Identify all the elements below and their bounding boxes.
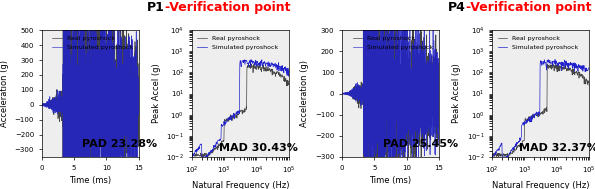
Simulated pyroshock	[548, 62, 555, 64]
Simulated pyroshock	[246, 60, 253, 63]
Real pyroshock	[546, 65, 553, 68]
Real pyroshock	[277, 75, 284, 77]
Line: Real pyroshock: Real pyroshock	[192, 64, 289, 157]
Y-axis label: Peak Accel (g): Peak Accel (g)	[452, 64, 461, 123]
Real pyroshock	[248, 65, 255, 67]
Simulated pyroshock	[433, 125, 440, 128]
Real pyroshock	[339, 92, 346, 94]
Real pyroshock	[386, 39, 393, 42]
Real pyroshock	[585, 84, 593, 87]
Text: P1: P1	[148, 1, 165, 14]
Real pyroshock	[571, 71, 578, 73]
Simulated pyroshock	[436, 145, 443, 147]
Simulated pyroshock	[135, 81, 142, 83]
Simulated pyroshock	[246, 62, 253, 64]
Text: MAD 30.43%: MAD 30.43%	[219, 143, 298, 153]
Real pyroshock	[343, 92, 350, 95]
Text: P4: P4	[447, 1, 465, 14]
Real pyroshock	[135, 63, 142, 65]
Simulated pyroshock	[489, 156, 496, 158]
Line: Real pyroshock: Real pyroshock	[342, 0, 439, 189]
Simulated pyroshock	[585, 67, 593, 69]
X-axis label: Natural Frequency (Hz): Natural Frequency (Hz)	[492, 181, 590, 189]
Real pyroshock	[246, 66, 253, 68]
Simulated pyroshock	[270, 63, 277, 65]
Simulated pyroshock	[43, 105, 50, 107]
Real pyroshock	[188, 155, 195, 157]
Text: PAD 23.28%: PAD 23.28%	[82, 139, 158, 149]
Real pyroshock	[132, 75, 139, 77]
Line: Simulated pyroshock: Simulated pyroshock	[342, 0, 439, 189]
Real pyroshock	[85, 30, 92, 32]
Simulated pyroshock	[488, 155, 496, 158]
Simulated pyroshock	[188, 156, 195, 158]
Line: Simulated pyroshock: Simulated pyroshock	[492, 59, 589, 157]
Real pyroshock	[554, 63, 561, 65]
Real pyroshock	[285, 82, 292, 85]
Simulated pyroshock	[285, 67, 292, 70]
Real pyroshock	[548, 68, 555, 70]
Legend: Real pyroshock, Simulated pyroshock: Real pyroshock, Simulated pyroshock	[350, 33, 436, 52]
Simulated pyroshock	[433, 64, 440, 67]
Simulated pyroshock	[83, 115, 90, 117]
Simulated pyroshock	[38, 104, 45, 106]
Line: Simulated pyroshock: Simulated pyroshock	[42, 0, 139, 189]
Simulated pyroshock	[248, 58, 255, 61]
Real pyroshock	[415, 99, 422, 101]
Simulated pyroshock	[577, 67, 584, 70]
Real pyroshock	[83, 133, 90, 135]
Simulated pyroshock	[489, 156, 496, 158]
Real pyroshock	[248, 63, 255, 65]
Line: Real pyroshock: Real pyroshock	[42, 0, 139, 189]
Real pyroshock	[577, 74, 584, 76]
Text: -Verification point: -Verification point	[165, 1, 291, 14]
Simulated pyroshock	[415, 82, 422, 84]
Real pyroshock	[200, 156, 207, 158]
Real pyroshock	[547, 64, 554, 66]
Simulated pyroshock	[85, 58, 92, 60]
Y-axis label: Peak Accel (g): Peak Accel (g)	[152, 64, 161, 123]
Simulated pyroshock	[189, 156, 196, 158]
Line: Real pyroshock: Real pyroshock	[492, 64, 589, 157]
Simulated pyroshock	[248, 60, 255, 63]
Text: MAD 32.37%: MAD 32.37%	[519, 143, 595, 153]
X-axis label: Natural Frequency (Hz): Natural Frequency (Hz)	[192, 181, 289, 189]
Simulated pyroshock	[339, 92, 346, 95]
Real pyroshock	[114, 79, 121, 81]
Legend: Real pyroshock, Simulated pyroshock: Real pyroshock, Simulated pyroshock	[195, 33, 281, 52]
Simulated pyroshock	[552, 58, 559, 60]
Real pyroshock	[43, 103, 50, 105]
Simulated pyroshock	[114, 92, 121, 94]
Real pyroshock	[271, 70, 278, 73]
Real pyroshock	[488, 155, 496, 158]
Simulated pyroshock	[386, 114, 393, 117]
Line: Simulated pyroshock: Simulated pyroshock	[192, 60, 289, 157]
Simulated pyroshock	[132, 138, 139, 140]
Real pyroshock	[132, 171, 139, 173]
Real pyroshock	[189, 152, 196, 155]
Real pyroshock	[433, 99, 440, 101]
Simulated pyroshock	[277, 65, 284, 68]
Simulated pyroshock	[343, 92, 350, 94]
Simulated pyroshock	[383, 81, 390, 83]
Real pyroshock	[436, 88, 443, 90]
Y-axis label: Acceleration (g): Acceleration (g)	[300, 60, 309, 127]
Text: PAD 25.45%: PAD 25.45%	[383, 139, 458, 149]
Legend: Real pyroshock, Simulated pyroshock: Real pyroshock, Simulated pyroshock	[50, 33, 136, 52]
Legend: Real pyroshock, Simulated pyroshock: Real pyroshock, Simulated pyroshock	[495, 33, 581, 52]
X-axis label: Time (ms): Time (ms)	[369, 176, 412, 185]
Y-axis label: Acceleration (g): Acceleration (g)	[0, 60, 9, 127]
Simulated pyroshock	[546, 59, 553, 61]
X-axis label: Time (ms): Time (ms)	[69, 176, 111, 185]
Real pyroshock	[38, 103, 45, 105]
Real pyroshock	[489, 153, 496, 155]
Text: -Verification point: -Verification point	[465, 1, 591, 14]
Real pyroshock	[505, 156, 512, 158]
Real pyroshock	[383, 39, 390, 41]
Simulated pyroshock	[132, 97, 139, 99]
Simulated pyroshock	[571, 70, 578, 73]
Real pyroshock	[246, 64, 253, 67]
Real pyroshock	[433, 112, 440, 114]
Simulated pyroshock	[547, 62, 554, 64]
